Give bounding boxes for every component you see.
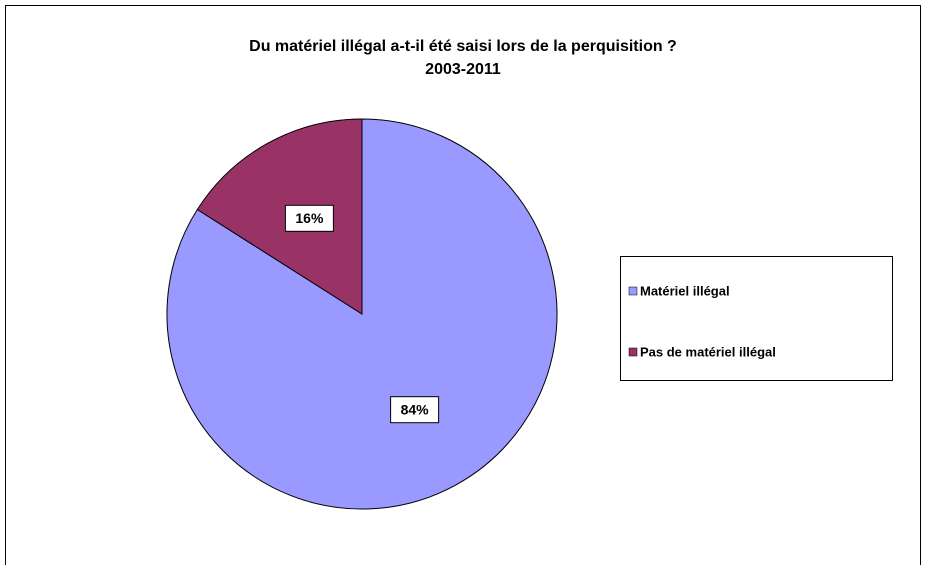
chart-title: Du matériel illégal a-t-il été saisi lor… xyxy=(249,38,677,55)
legend-label: Matériel illégal xyxy=(640,283,730,298)
data-label: 16% xyxy=(295,210,324,226)
data-label-box xyxy=(284,204,334,232)
legend-label: Pas de matériel illégal xyxy=(640,344,776,359)
legend-box xyxy=(620,256,893,381)
data-label-box xyxy=(390,396,440,424)
legend-swatch xyxy=(628,347,638,357)
chart-subtitle: 2003-2011 xyxy=(425,61,501,78)
data-label: 84% xyxy=(401,401,430,417)
pie-slice xyxy=(196,118,363,315)
legend-swatch xyxy=(628,286,638,296)
